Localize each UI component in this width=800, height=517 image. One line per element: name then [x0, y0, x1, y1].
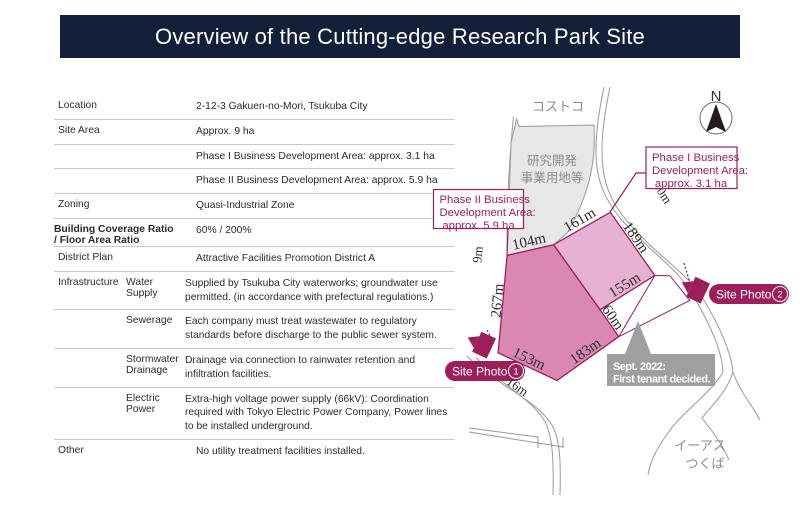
svg-text:1: 1 — [513, 367, 518, 377]
svg-text:9m: 9m — [469, 246, 485, 264]
svg-text:First tenant decided.: First tenant decided. — [613, 374, 711, 386]
svg-text:267m: 267m — [489, 283, 508, 319]
svg-text:Sept. 2022:: Sept. 2022: — [613, 361, 666, 373]
svg-text:approx. 5.9 ha: approx. 5.9 ha — [442, 220, 515, 232]
svg-text:Development Area:: Development Area: — [440, 207, 536, 219]
svg-text:Phase I Business: Phase I Business — [652, 152, 740, 164]
svg-text:事業用地等: 事業用地等 — [521, 170, 584, 185]
svg-text:研究開発: 研究開発 — [527, 153, 578, 168]
svg-text:つくば: つくば — [685, 456, 724, 471]
svg-text:2: 2 — [777, 290, 782, 300]
svg-text:Site Photo: Site Photo — [716, 288, 772, 302]
svg-text:コストコ: コストコ — [532, 99, 584, 114]
svg-text:Phase II Business: Phase II Business — [440, 194, 531, 206]
svg-text:イーアス: イーアス — [674, 438, 725, 453]
svg-text:Site Photo: Site Photo — [452, 365, 508, 379]
svg-text:Development Area:: Development Area: — [652, 165, 748, 177]
svg-text:approx. 3.1 ha: approx. 3.1 ha — [655, 178, 728, 190]
